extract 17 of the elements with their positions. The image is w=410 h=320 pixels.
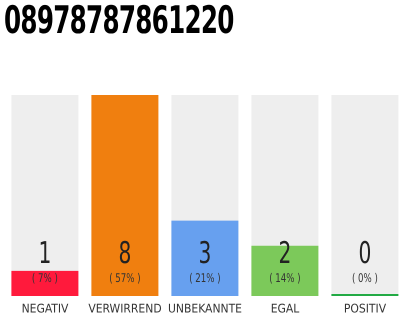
annotation: ( 14% )	[269, 270, 301, 286]
bar	[11, 270, 78, 296]
annotation: ( 57% )	[109, 270, 141, 286]
x-tick-label: NEGATIV	[22, 302, 70, 316]
chart-title: 08978787861220	[4, 0, 234, 42]
annotation: ( 0% )	[352, 270, 378, 286]
annotation: ( 7% )	[32, 270, 58, 286]
data-label: 0	[358, 236, 372, 271]
x-tick-label: EGAL	[270, 302, 300, 316]
x-tick-label: VERWIRREND	[88, 302, 162, 316]
data-label: 3	[198, 236, 212, 271]
x-tick-label: POSITIV	[344, 302, 387, 316]
x-tick-label: UNBEKANNTE	[168, 302, 242, 316]
data-label: 8	[118, 236, 132, 271]
annotation: ( 21% )	[189, 270, 221, 286]
data-label: 2	[278, 236, 292, 271]
data-label: 1	[38, 236, 52, 271]
